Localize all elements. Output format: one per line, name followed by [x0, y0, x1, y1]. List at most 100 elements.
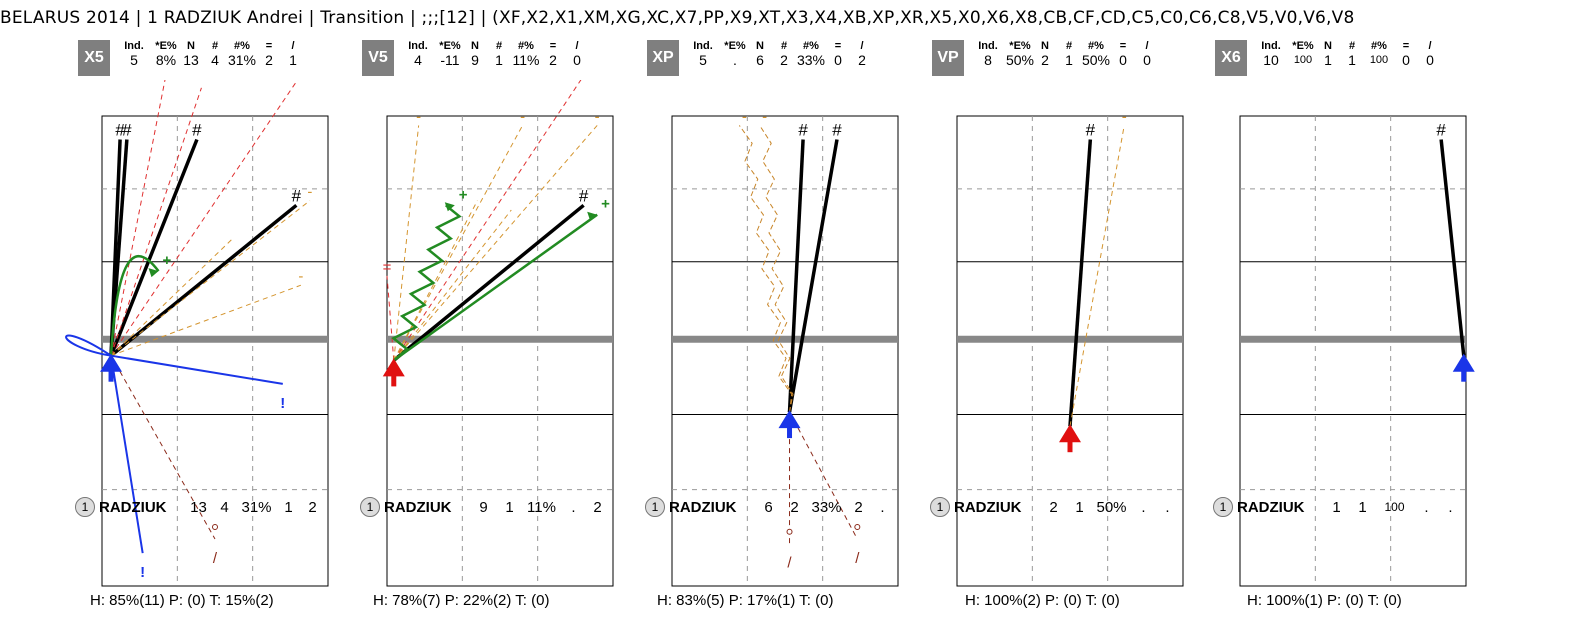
- stat-column: #% 50%: [1078, 40, 1114, 68]
- stat-column: #% 11%: [508, 40, 544, 68]
- stats-header-vp: VP Ind. 8 *E% 50% N 2 #1 #% 50% = 0/0: [932, 40, 1172, 76]
- stat-value: 1: [289, 52, 297, 68]
- stat-value: 1: [495, 52, 503, 68]
- player-stat: .: [1448, 498, 1453, 516]
- player-stat: 6: [764, 498, 773, 516]
- stat-value: 1: [1348, 52, 1356, 68]
- trajectory-kill: [1439, 139, 1466, 356]
- stat-value: 5: [699, 52, 707, 68]
- stat-column: #4: [197, 40, 233, 68]
- stat-header-label: Ind.: [693, 40, 713, 52]
- stat-column: = 0: [820, 40, 856, 68]
- stat-column: Ind. 10: [1253, 40, 1289, 68]
- stat-value: 13: [183, 52, 199, 68]
- player-stat: 2: [790, 498, 799, 516]
- origin-arrow: [382, 358, 405, 387]
- stats-header-xp: XP Ind. 5 *E%. N 6 #2 #% 33% = 0/2: [647, 40, 887, 76]
- stat-header-label: =: [1402, 40, 1410, 52]
- stat-value: 0: [573, 52, 581, 68]
- court-border: [1239, 115, 1467, 587]
- stat-value: 8%: [155, 52, 177, 68]
- court-chart-x6: #: [1239, 115, 1475, 587]
- stat-column: #% 33%: [793, 40, 829, 68]
- stat-header-label: /: [575, 40, 579, 52]
- trajectory-kill: [787, 139, 805, 413]
- player-name: RADZIUK: [1237, 498, 1305, 516]
- zone-badge: X5: [78, 40, 110, 76]
- green-arrowhead: [587, 211, 598, 221]
- trajectory-kill: [109, 203, 298, 358]
- trajectory-label: !: [280, 395, 285, 412]
- stat-header-label: =: [549, 40, 557, 52]
- stat-value: 100: [1293, 54, 1313, 66]
- stats-header-v5: V5 Ind. 4 *E% -11 N 9 #1 #% 11% = 2/0: [362, 40, 602, 76]
- stat-value: 50%: [1081, 52, 1111, 68]
- trajectory-kill: [392, 203, 585, 362]
- stat-header-label: #%: [803, 40, 819, 52]
- court-border: [671, 115, 899, 587]
- trajectory-err: [393, 80, 582, 361]
- player-stat: 11%: [527, 498, 556, 516]
- stat-header-label: *E%: [724, 40, 746, 52]
- player-number-icon: 1: [1213, 497, 1233, 518]
- stat-header-label: /: [1145, 40, 1149, 52]
- trajectory-label: !: [140, 564, 145, 581]
- stat-header-label: *E%: [1009, 40, 1031, 52]
- stat-value: 33%: [796, 52, 826, 68]
- stat-header-label: #: [780, 40, 788, 52]
- trajectory-label: =: [383, 259, 392, 276]
- stat-value: 0: [1143, 52, 1151, 68]
- stat-column: #% 100: [1361, 40, 1397, 68]
- trajectory-zigdash: [738, 125, 793, 413]
- blue-loop: [65, 334, 112, 357]
- stat-value: 2: [265, 52, 273, 68]
- stat-header-label: =: [834, 40, 842, 52]
- court-chart-xp: # # - - / /: [671, 108, 899, 587]
- origin-arrow: [100, 353, 123, 382]
- court-chart-vp: #-: [956, 108, 1184, 587]
- stat-value: 2: [780, 52, 788, 68]
- zone-badge: X6: [1215, 40, 1247, 76]
- trajectory-err: [110, 87, 202, 356]
- stat-value: 6: [756, 52, 764, 68]
- court-border: [386, 115, 614, 587]
- player-stat: 13: [190, 498, 207, 516]
- player-stat: .: [1165, 498, 1170, 516]
- stat-header-label: #: [1348, 40, 1356, 52]
- stat-header-label: /: [291, 40, 295, 52]
- trajectory-label: -: [298, 268, 303, 285]
- trajectory-dash: [110, 284, 302, 357]
- trajectory-brown: [110, 355, 216, 540]
- stat-column: N 13: [173, 40, 209, 68]
- court-border: [956, 115, 1184, 587]
- player-stat: 1: [284, 498, 293, 516]
- trajectory-label: #: [579, 186, 589, 205]
- trajectory-label: #: [832, 121, 842, 140]
- stat-header-label: #: [495, 40, 503, 52]
- stats-header-x5: X5 Ind. 5 *E% 8% N 13 #4 #% 31% = 2/1: [78, 40, 318, 76]
- player-number-icon: 1: [360, 497, 380, 518]
- origin-arrow: [778, 410, 801, 439]
- player-stat: 4: [220, 498, 229, 516]
- trajectory-dash: [393, 200, 478, 361]
- player-stat: 1: [1358, 498, 1367, 516]
- trajectory-dash: [393, 209, 512, 361]
- stat-column: Ind. 4: [400, 40, 436, 68]
- stat-header-label: Ind.: [408, 40, 428, 52]
- player-number-icon: 1: [645, 497, 665, 518]
- green-trajectory: [393, 213, 598, 362]
- green-label: +: [601, 196, 610, 213]
- player-row: 1 RADZIUK 6 2 33% 2.: [645, 497, 895, 518]
- stat-column: *E% 100: [1285, 40, 1321, 68]
- stat-header-label: Ind.: [1261, 40, 1281, 52]
- stat-value: 1: [1065, 52, 1073, 68]
- player-row: 1 RADZIUK 9 1 11%. 2: [360, 497, 610, 518]
- stat-column: /1: [275, 40, 311, 68]
- stat-column: = 0: [1388, 40, 1424, 68]
- player-stat: .: [1141, 498, 1146, 516]
- stat-column: #1: [1051, 40, 1087, 68]
- stat-header-label: N: [1041, 40, 1049, 52]
- stat-value: 4: [414, 52, 422, 68]
